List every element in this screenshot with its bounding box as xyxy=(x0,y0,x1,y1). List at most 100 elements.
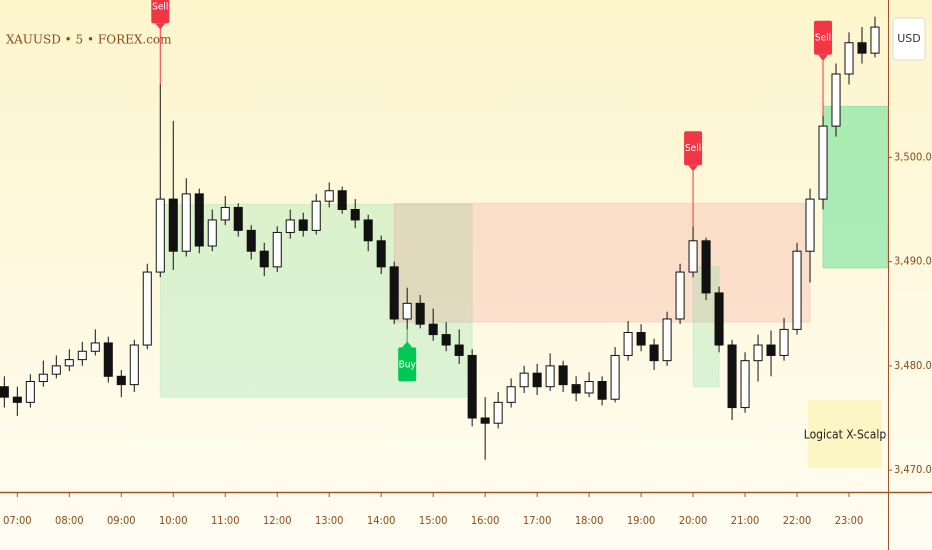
candle-body xyxy=(870,26,880,54)
symbol-info: XAUUSD • 5 • FOREX.com xyxy=(6,33,172,47)
candle-body xyxy=(64,359,74,367)
candle-body xyxy=(675,271,685,320)
candle-body xyxy=(25,381,35,403)
candle-body xyxy=(714,292,724,346)
candle-body xyxy=(857,42,867,54)
signal-label: Buy xyxy=(399,359,417,370)
candle-body xyxy=(584,381,594,394)
candle-body xyxy=(766,344,776,356)
x-tick-label: 08:00 xyxy=(55,514,84,527)
candle-body xyxy=(129,344,139,386)
signal-pointer xyxy=(818,54,829,61)
signal-badge xyxy=(684,131,703,166)
candle-body xyxy=(506,386,516,403)
zone xyxy=(822,105,889,269)
x-tick-label: 18:00 xyxy=(575,514,604,527)
candle-body xyxy=(220,206,230,221)
currency-label[interactable]: USD xyxy=(897,32,921,45)
candle-body xyxy=(259,250,269,268)
candle-body xyxy=(623,332,633,356)
x-tick-label: 20:00 xyxy=(679,514,708,527)
candle-body xyxy=(194,193,204,247)
x-tick-label: 21:00 xyxy=(731,514,760,527)
x-tick-label: 19:00 xyxy=(627,514,656,527)
candle-body xyxy=(350,209,360,221)
candle-body xyxy=(0,386,9,398)
signal-pointer xyxy=(688,165,699,172)
signal-pointer xyxy=(155,23,166,30)
candle-body xyxy=(168,198,178,252)
candle-body xyxy=(311,200,321,231)
candle-body xyxy=(441,334,451,346)
candle-body xyxy=(142,271,152,346)
candle-body xyxy=(246,229,256,252)
x-tick-label: 22:00 xyxy=(783,514,812,527)
candle-body xyxy=(207,219,217,247)
x-tick-label: 15:00 xyxy=(419,514,448,527)
candle-body xyxy=(493,401,503,424)
zone xyxy=(393,202,811,323)
indicator-label: Logicat X-Scalp xyxy=(804,428,887,442)
signal-label: Sell xyxy=(685,143,701,154)
candle-body xyxy=(805,198,815,252)
candle-body xyxy=(688,240,698,273)
x-tick-label: 07:00 xyxy=(3,514,32,527)
candle-body xyxy=(77,350,87,361)
candle-body xyxy=(38,373,48,383)
candle-body xyxy=(103,342,113,377)
candle-body xyxy=(181,193,191,252)
signal-badge xyxy=(814,20,833,55)
candle-body xyxy=(272,231,282,268)
candle-body xyxy=(51,365,61,375)
candle-body xyxy=(831,73,841,127)
candle-body xyxy=(12,396,22,403)
candle-body xyxy=(792,250,802,330)
x-tick-label: 16:00 xyxy=(471,514,500,527)
candle-body xyxy=(779,328,789,356)
candle-body xyxy=(701,240,711,294)
candle-body xyxy=(376,240,386,268)
candle-body xyxy=(740,360,750,409)
candle-body xyxy=(298,219,308,231)
candle-body xyxy=(116,375,126,386)
candle-body xyxy=(389,266,399,320)
candle-body xyxy=(337,190,347,211)
x-tick-label: 10:00 xyxy=(159,514,188,527)
candle-body xyxy=(532,372,542,388)
candle-body xyxy=(363,219,373,242)
x-tick-label: 09:00 xyxy=(107,514,136,527)
x-tick-label: 13:00 xyxy=(315,514,344,527)
candle-body xyxy=(649,344,659,362)
signal-label: Sell xyxy=(815,33,831,44)
candle-body xyxy=(662,318,672,362)
candle-body xyxy=(467,354,477,419)
x-tick-label: 12:00 xyxy=(263,514,292,527)
y-tick-label: 3,470.00 xyxy=(894,463,932,476)
indicator-box xyxy=(808,400,882,468)
candle-body xyxy=(727,344,737,409)
currency-button[interactable] xyxy=(892,17,926,61)
x-tick-label: 14:00 xyxy=(367,514,396,527)
signal-badge xyxy=(398,347,417,382)
candle-body xyxy=(558,365,568,386)
candle-body xyxy=(519,372,529,388)
candle-body xyxy=(324,190,334,202)
candle-body xyxy=(818,125,828,200)
candle-body xyxy=(155,198,165,273)
y-tick-label: 3,480.00 xyxy=(894,359,932,372)
candle-body xyxy=(480,417,490,424)
candle-body xyxy=(415,302,425,325)
candle-body xyxy=(844,42,854,75)
signal-label: Sell xyxy=(152,1,168,12)
y-tick-label: 3,500.00 xyxy=(894,150,932,163)
candle-body xyxy=(233,206,243,231)
signal-pointer xyxy=(402,341,413,348)
signal-badge xyxy=(151,0,170,24)
y-tick-label: 3,490.00 xyxy=(894,255,932,268)
candle-body xyxy=(545,365,555,388)
candle-body xyxy=(571,384,581,394)
x-tick-label: 11:00 xyxy=(211,514,240,527)
candle-body xyxy=(285,219,295,233)
plot-area: Sell Buy Sell Sell xyxy=(0,0,889,460)
